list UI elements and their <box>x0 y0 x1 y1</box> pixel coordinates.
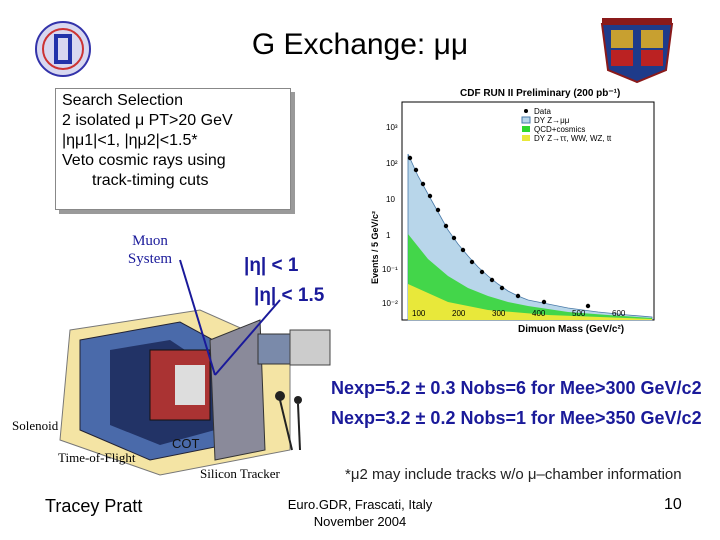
result-350: Nexp=3.2 ± 0.2 Nobs=1 for Mee>350 GeV/c2 <box>331 408 702 428</box>
dimuon-mass-plot: Data DY Z→μμ QCD+cosmics DY Z→ττ, WW, WZ… <box>368 84 668 334</box>
legend-dy-tautau: DY Z→ττ, WW, WZ, tt <box>534 134 612 143</box>
legend-data: Data <box>534 107 551 116</box>
legend-dy-mumu: DY Z→μμ <box>534 116 570 125</box>
page-number: 10 <box>664 496 682 513</box>
legend-qcd: QCD+cosmics <box>534 125 585 134</box>
selection-pt-cut: 2 isolated μ PT>20 GeV <box>62 112 233 129</box>
time-of-flight-label: Time-of-Flight <box>58 450 136 465</box>
silicon-tracker-label: Silicon Tracker <box>200 466 280 481</box>
selection-heading: Search Selection <box>62 92 183 109</box>
ytick-10: 10 <box>386 195 395 204</box>
conference-info: Euro.GDR, Frascati, Italy November 2004 <box>260 496 460 530</box>
ytick-0.01: 10⁻² <box>382 299 398 308</box>
footnote: *μ2 may include tracks w/o μ–chamber inf… <box>345 466 682 483</box>
xtick-300: 300 <box>492 309 506 318</box>
xtick-600: 600 <box>612 309 626 318</box>
selection-eta-cut: |ημ1|<1, |ημ2|<1.5* <box>62 132 198 149</box>
search-selection-box: Search Selection 2 isolated μ PT>20 GeV … <box>55 88 291 210</box>
university-crest <box>600 18 674 84</box>
ytick-0.1: 10⁻¹ <box>382 265 398 274</box>
ytick-100: 10² <box>386 159 398 168</box>
solenoid-label: Solenoid <box>12 418 59 433</box>
slide-title: G Exchange: μμ <box>251 28 469 61</box>
cot-label: COT <box>172 436 200 451</box>
plot-title: CDF RUN II Preliminary (200 pb⁻¹) <box>460 88 620 99</box>
eta-lt-1p5-label: |η| < 1.5 <box>254 285 325 306</box>
xtick-500: 500 <box>572 309 586 318</box>
author-name: Tracey Pratt <box>45 496 143 516</box>
ytick-1: 1 <box>386 231 391 240</box>
muon-system-label: Muon System <box>127 233 173 267</box>
xtick-400: 400 <box>532 309 546 318</box>
ytick-1000: 10³ <box>386 123 398 132</box>
cdf-detector-illustration <box>59 259 331 476</box>
eta-lt-1-label: |η| < 1 <box>244 255 299 276</box>
plot-xlabel: Dimuon Mass (GeV/c²) <box>518 324 624 334</box>
selection-veto-cont: track-timing cuts <box>92 172 209 189</box>
conference-date: November 2004 <box>313 514 407 529</box>
xtick-100: 100 <box>412 309 426 318</box>
result-300: Nexp=5.2 ± 0.3 Nobs=6 for Mee>300 GeV/c2 <box>331 378 702 398</box>
conference-name: Euro.GDR, Frascati, Italy <box>287 497 433 512</box>
xtick-200: 200 <box>452 309 466 318</box>
plot-ylabel: Events / 5 GeV/c² <box>370 211 380 284</box>
cdf-logo <box>35 21 91 77</box>
selection-veto: Veto cosmic rays using <box>62 152 226 169</box>
